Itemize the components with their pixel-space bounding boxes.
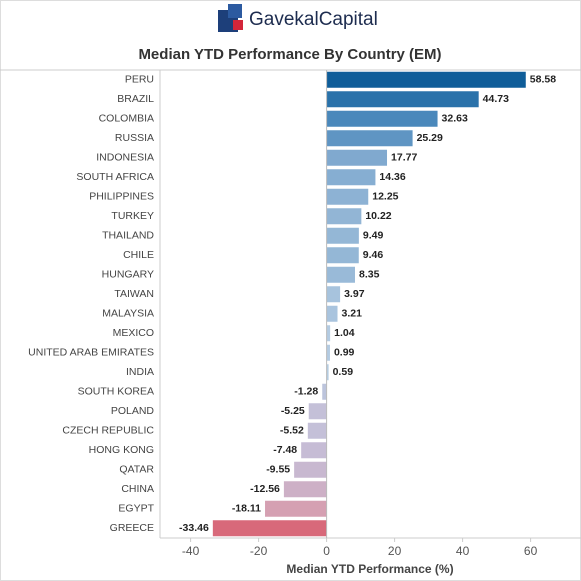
value-label: 0.59 [333, 366, 354, 378]
category-label: INDONESIA [96, 152, 154, 164]
value-label: 9.49 [363, 230, 384, 242]
bar [326, 286, 341, 303]
bar [326, 344, 330, 361]
value-label: 0.99 [334, 347, 355, 359]
x-tick-label: -20 [250, 544, 268, 558]
x-axis-title: Median YTD Performance (%) [286, 562, 453, 576]
category-label: PERU [125, 74, 154, 86]
value-label: 44.73 [483, 93, 509, 105]
value-label: 32.63 [442, 113, 468, 125]
logo [218, 4, 243, 32]
bar [212, 520, 327, 537]
bar [322, 383, 327, 400]
bar [308, 403, 327, 420]
category-label: GREECE [110, 522, 154, 534]
x-tick-label: 20 [388, 544, 402, 558]
category-label: EGYPT [118, 503, 154, 515]
category-label: HUNGARY [102, 269, 154, 281]
category-label: HONG KONG [89, 444, 154, 456]
value-label: 25.29 [417, 132, 443, 144]
bar [294, 461, 327, 478]
category-label: INDIA [126, 366, 154, 378]
value-label: 12.25 [372, 191, 398, 203]
bar [326, 305, 338, 322]
value-label: -5.52 [280, 425, 304, 437]
bar [326, 364, 329, 381]
bar [326, 110, 438, 127]
value-label: -5.25 [281, 405, 305, 417]
category-label: RUSSIA [115, 132, 154, 144]
bar [326, 169, 376, 186]
category-label: BRAZIL [117, 93, 154, 105]
value-label: -7.48 [273, 444, 297, 456]
value-label: 3.21 [342, 308, 363, 320]
category-label: SOUTH KOREA [78, 386, 154, 398]
value-label: 3.97 [344, 288, 365, 300]
value-label: -12.56 [250, 483, 280, 495]
chart-title: Median YTD Performance By Country (EM) [138, 46, 441, 63]
category-label: TAIWAN [114, 288, 154, 300]
value-label: 58.58 [530, 74, 556, 86]
value-label: -18.11 [232, 503, 261, 515]
category-label: TURKEY [111, 210, 154, 222]
value-label: 1.04 [334, 327, 355, 339]
category-label: PHILIPPINES [89, 191, 154, 203]
bar [326, 227, 359, 244]
bar [326, 208, 362, 225]
bar [326, 149, 388, 166]
bar [326, 91, 479, 108]
value-label: 14.36 [379, 171, 405, 183]
category-label: UNITED ARAB EMIRATES [28, 347, 154, 359]
category-label: THAILAND [102, 230, 154, 242]
bar [283, 481, 327, 498]
category-label: MEXICO [113, 327, 154, 339]
bar [301, 442, 327, 459]
bar [326, 266, 355, 283]
category-label: MALAYSIA [102, 308, 154, 320]
x-tick-label: -40 [182, 544, 200, 558]
x-tick-label: 60 [524, 544, 538, 558]
value-label: -33.46 [179, 522, 209, 534]
bar [326, 71, 526, 88]
value-label: 10.22 [365, 210, 391, 222]
bar [307, 422, 327, 439]
x-tick-label: 0 [323, 544, 330, 558]
category-label: POLAND [111, 405, 155, 417]
category-label: CHINA [121, 483, 154, 495]
x-tick-label: 40 [456, 544, 470, 558]
bar [326, 130, 413, 147]
category-label: CZECH REPUBLIC [62, 425, 154, 437]
bar [265, 500, 327, 517]
value-label: 8.35 [359, 269, 380, 281]
category-label: COLOMBIA [99, 113, 154, 125]
value-label: 17.77 [391, 152, 417, 164]
bar [326, 188, 369, 205]
value-label: 9.46 [363, 249, 384, 261]
bar [326, 325, 331, 342]
value-label: -9.55 [266, 464, 290, 476]
category-label: SOUTH AFRICA [76, 171, 154, 183]
brand: GavekalCapital [249, 9, 378, 30]
category-label: CHILE [123, 249, 154, 261]
category-label: QATAR [119, 464, 154, 476]
bar [326, 247, 359, 264]
value-label: -1.28 [294, 386, 318, 398]
